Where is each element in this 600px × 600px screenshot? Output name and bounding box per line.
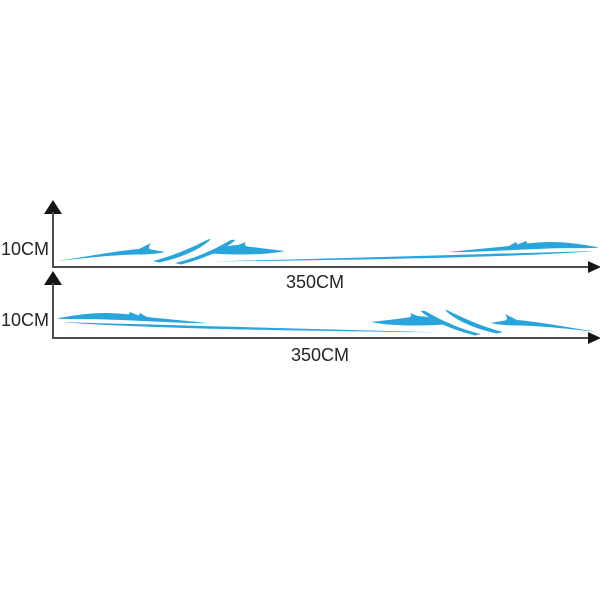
length-dimension-label: 350CM — [290, 345, 350, 365]
arrow-up-icon — [44, 271, 62, 285]
length-dimension-line — [52, 266, 589, 268]
wave-pinstripe-decal-left — [57, 239, 599, 265]
arrow-right-icon — [588, 261, 600, 273]
length-dimension-line — [52, 337, 589, 339]
length-dimension-label: 350CM — [285, 272, 345, 292]
height-dimension-line — [52, 283, 54, 339]
height-dimension-label: 10CM — [0, 310, 49, 330]
height-dimension-line — [52, 212, 54, 268]
wave-pinstripe-decal-right — [57, 310, 599, 336]
arrow-right-icon — [588, 332, 600, 344]
height-dimension-label: 10CM — [0, 239, 49, 259]
arrow-up-icon — [44, 200, 62, 214]
